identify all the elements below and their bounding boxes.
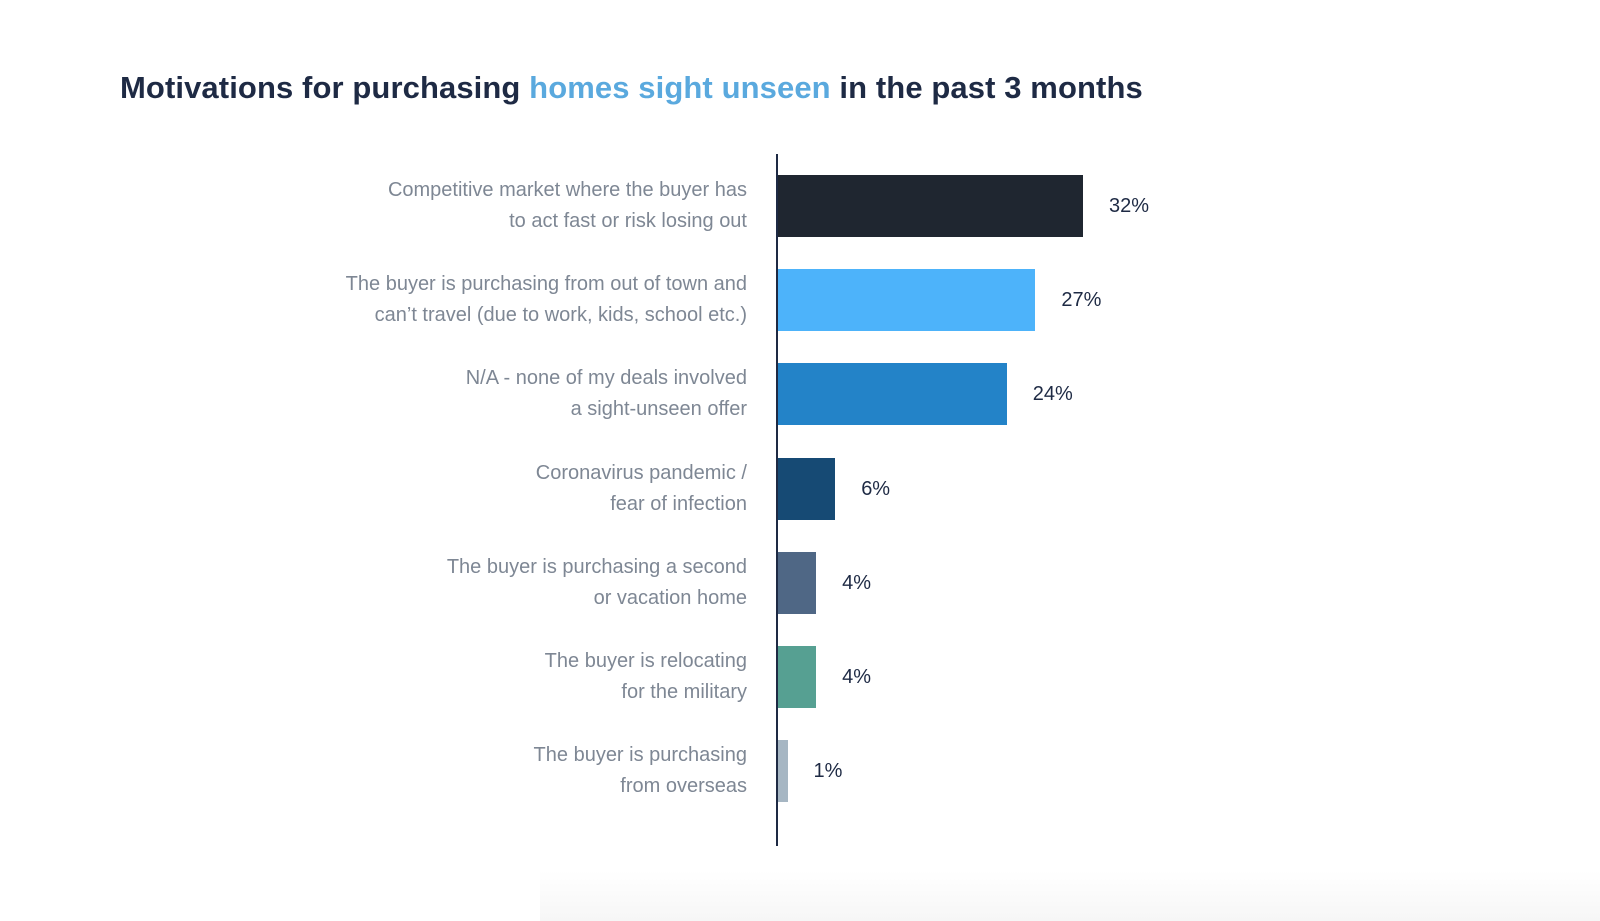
bar xyxy=(778,646,817,708)
category-label: Coronavirus pandemic / fear of infection xyxy=(227,458,747,520)
bar xyxy=(778,269,1036,332)
category-label: N/A - none of my deals involved a sight-u… xyxy=(227,363,747,425)
title-prefix: Motivations for purchasing xyxy=(120,70,530,105)
value-label: 1% xyxy=(813,760,843,783)
category-label: The buyer is purchasing a second or vacat… xyxy=(227,552,747,614)
category-label-line: The buyer is purchasing from out of town… xyxy=(345,273,747,296)
value-label: 24% xyxy=(1032,383,1073,406)
bar xyxy=(778,551,817,614)
category-label-line: can’t travel (due to work, kids, school … xyxy=(374,304,747,327)
bar xyxy=(778,457,836,520)
chart-title: Motivations for purchasing homes sight u… xyxy=(120,70,1143,106)
value-label: 6% xyxy=(861,477,891,500)
value-label: 4% xyxy=(842,571,872,594)
category-label-line: The buyer is purchasing xyxy=(533,744,747,767)
bar xyxy=(778,363,1007,426)
value-label: 32% xyxy=(1109,195,1150,217)
bottom-shadow xyxy=(540,871,1600,921)
bar xyxy=(778,740,788,803)
category-label-line: fear of infection xyxy=(610,492,747,515)
category-label-line: for the military xyxy=(621,681,747,703)
category-label-line: Coronavirus pandemic / xyxy=(535,461,747,484)
category-label-line: N/A - none of my deals involved xyxy=(465,367,747,390)
category-label-line: to act fast or risk losing out xyxy=(509,210,747,232)
title-suffix: in the past 3 months xyxy=(830,70,1143,105)
category-label-line: The buyer is relocating xyxy=(544,650,747,672)
category-label-line: Competitive market where the buyer has xyxy=(387,179,747,201)
value-label: 4% xyxy=(842,666,872,688)
title-highlight: homes sight unseen xyxy=(529,70,831,105)
category-label: The buyer is relocating for the military xyxy=(227,646,747,708)
bar xyxy=(778,175,1083,237)
category-label: The buyer is purchasing from overseas xyxy=(227,740,747,802)
category-label-line: The buyer is purchasing a second xyxy=(446,555,747,578)
value-label: 27% xyxy=(1061,289,1102,312)
category-label-line: from overseas xyxy=(620,775,747,798)
y-axis-line xyxy=(776,154,778,846)
category-label-line: a sight-unseen offer xyxy=(570,398,747,421)
category-label: The buyer is purchasing from out of town… xyxy=(227,269,747,331)
category-label: Competitive market where the buyer has to… xyxy=(227,175,747,237)
category-label-line: or vacation home xyxy=(593,586,747,609)
